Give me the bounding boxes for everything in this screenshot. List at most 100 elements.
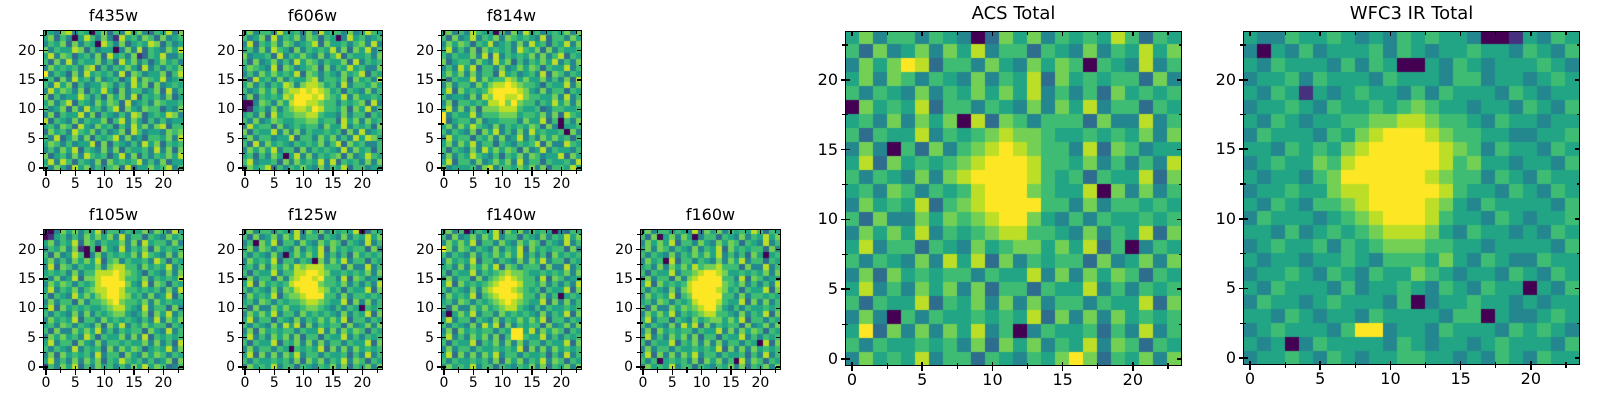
- y-major-tick-right: [776, 278, 781, 280]
- x-minor-tick: [177, 367, 179, 373]
- x-major-tick: [1530, 360, 1532, 370]
- x-major-tick-top: [103, 30, 106, 35]
- y-major-tick: [38, 137, 48, 140]
- panel-title-f140w: f140w: [486, 205, 537, 225]
- y-major-tick: [1238, 218, 1248, 220]
- panel-title-f435w: f435w: [88, 6, 139, 26]
- x-major-tick: [700, 365, 703, 375]
- y-tick-label: 20: [817, 69, 838, 89]
- heatmap-image-f606w: [242, 30, 383, 171]
- x-major-tick-top: [45, 30, 47, 35]
- x-tick-label: 20: [1520, 369, 1542, 388]
- y-major-tick-right: [179, 49, 184, 52]
- x-tick-label: 5: [667, 375, 677, 391]
- x-major-tick-top: [1132, 31, 1134, 36]
- y-minor-tick: [239, 35, 245, 37]
- y-tick-label: 0: [226, 359, 235, 376]
- x-major-tick-top: [443, 229, 445, 234]
- y-major-tick: [635, 336, 645, 339]
- x-major-tick-top: [531, 229, 533, 234]
- y-major-tick-right: [179, 167, 184, 169]
- x-major-tick-top: [1319, 31, 1322, 36]
- y-major-tick-right: [179, 108, 184, 111]
- x-major-tick: [1459, 360, 1462, 370]
- x-minor-tick: [715, 367, 717, 373]
- y-minor-tick: [637, 263, 643, 265]
- y-major-tick: [38, 248, 48, 251]
- y-minor-tick-right: [180, 94, 184, 96]
- x-minor-tick-top: [89, 229, 91, 233]
- x-major-tick-top: [133, 229, 135, 234]
- x-major-tick-top: [133, 30, 135, 35]
- y-minor-tick: [438, 322, 444, 324]
- x-major-tick-top: [1249, 31, 1251, 36]
- y-minor-tick-right: [1178, 323, 1182, 325]
- y-minor-tick: [239, 263, 245, 265]
- x-major-tick-top: [74, 229, 77, 234]
- x-tick-label: 0: [240, 176, 250, 192]
- y-minor-tick-right: [1178, 114, 1182, 116]
- x-minor-tick: [118, 168, 120, 174]
- y-major-tick: [38, 108, 48, 111]
- x-major-tick: [1389, 360, 1392, 370]
- x-tick-label: 5: [1315, 369, 1326, 388]
- x-major-tick-top: [851, 31, 853, 36]
- y-major-tick-right: [577, 79, 582, 81]
- x-major-tick-top: [244, 30, 246, 35]
- y-minor-tick: [842, 323, 848, 325]
- x-minor-tick: [89, 168, 91, 174]
- y-major-tick: [237, 336, 247, 339]
- y-major-tick-right: [179, 248, 184, 251]
- x-tick-label: 15: [1450, 369, 1471, 388]
- y-major-tick: [436, 79, 446, 81]
- x-minor-tick-top: [546, 30, 548, 34]
- y-major-tick: [840, 358, 850, 360]
- y-major-tick: [436, 108, 446, 111]
- x-minor-tick: [118, 367, 120, 373]
- y-minor-tick-right: [578, 322, 582, 324]
- x-major-tick: [273, 166, 276, 176]
- x-tick-label: 10: [95, 375, 114, 391]
- y-tick-label: 15: [817, 139, 838, 159]
- y-major-tick-right: [577, 278, 582, 280]
- y-major-tick: [38, 307, 48, 310]
- x-tick-label: 5: [70, 176, 80, 192]
- y-major-tick: [38, 79, 48, 81]
- y-tick-label: 0: [624, 359, 633, 376]
- x-major-tick-top: [991, 31, 994, 36]
- y-minor-tick: [239, 152, 245, 154]
- x-minor-tick-top: [774, 229, 776, 233]
- heatmap-panel-f105w: f105w 0 5 10 15 20 0 5 10 15 20: [18, 206, 184, 390]
- x-minor-tick: [347, 168, 349, 174]
- y-major-tick: [237, 278, 247, 280]
- y-minor-tick: [438, 293, 444, 295]
- y-minor-tick-right: [777, 263, 781, 265]
- x-minor-tick-top: [458, 229, 460, 233]
- y-minor-tick: [842, 114, 848, 116]
- y-minor-tick: [637, 293, 643, 295]
- y-major-tick: [635, 307, 645, 310]
- x-major-tick-top: [162, 229, 165, 234]
- y-tick-label: 5: [624, 329, 633, 346]
- panel-title-f160w: f160w: [685, 205, 736, 225]
- x-minor-tick-top: [259, 229, 261, 233]
- heatmap-image-f105w: [43, 229, 184, 370]
- x-tick-label: 20: [1122, 370, 1144, 389]
- y-major-tick: [436, 366, 446, 368]
- x-tick-label: 15: [523, 176, 541, 192]
- y-minor-tick: [438, 94, 444, 96]
- y-minor-tick: [438, 263, 444, 265]
- y-major-tick: [436, 248, 446, 251]
- x-minor-tick: [60, 168, 62, 174]
- y-minor-tick: [239, 322, 245, 324]
- x-minor-tick-top: [1097, 31, 1099, 35]
- x-major-tick-top: [730, 229, 732, 234]
- y-tick-label: 15: [18, 71, 36, 88]
- y-major-tick-right: [179, 137, 184, 140]
- y-major-tick-right: [776, 336, 781, 339]
- y-tick-label: 5: [425, 329, 434, 346]
- x-major-tick-top: [1061, 31, 1064, 36]
- x-major-tick: [991, 361, 994, 371]
- y-tick-label: 10: [217, 101, 235, 118]
- y-major-tick: [635, 366, 645, 368]
